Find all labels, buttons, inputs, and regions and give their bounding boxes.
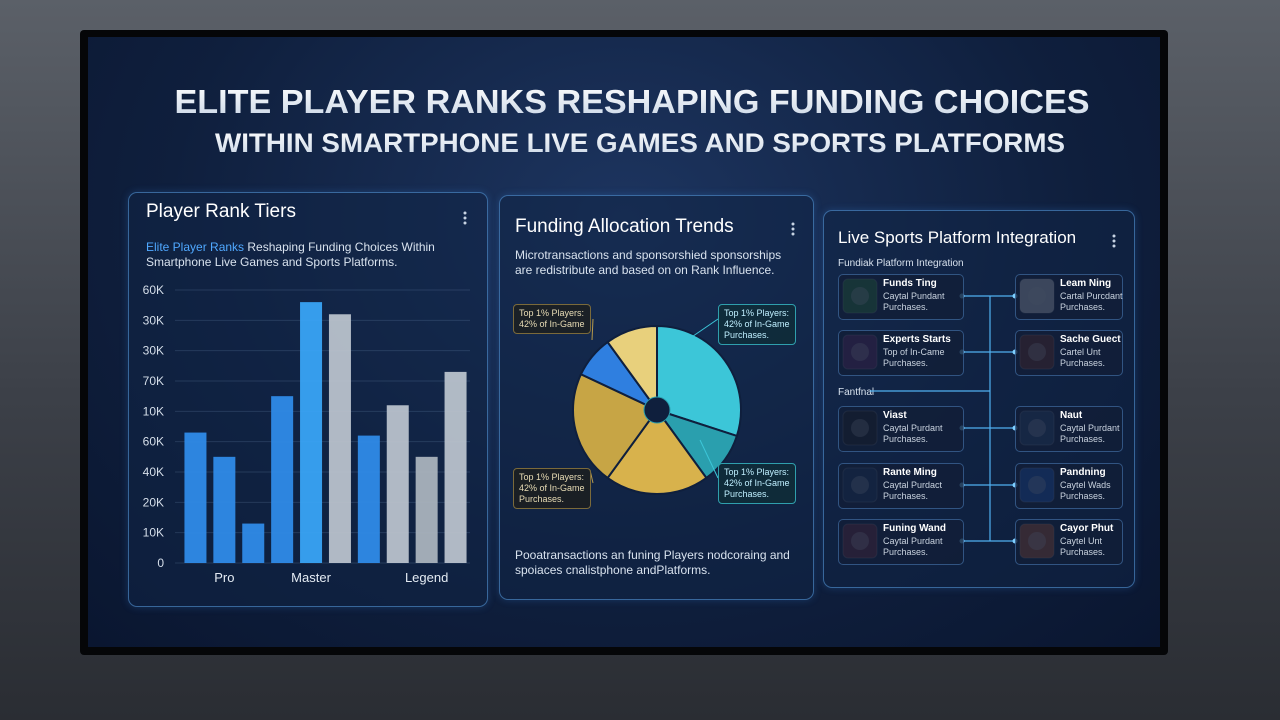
bar [444, 371, 467, 563]
bar [328, 314, 351, 563]
pie-slice [606, 408, 708, 495]
item-desc: Caytel Wads [1060, 480, 1111, 490]
item-name: Leam Ning [1060, 278, 1112, 289]
callout: Top 1% Players: 42% of In-Game Purchases. [718, 463, 796, 504]
bar [184, 432, 207, 563]
callout-line: Top 1% Players: [724, 467, 790, 477]
x-tick-label: Legend [405, 570, 448, 585]
panel-subtitle: Elite Player Ranks Reshaping Funding Cho… [146, 240, 466, 270]
y-tick-label: 60K [143, 435, 164, 449]
item-desc: Purchases. [1060, 302, 1106, 312]
menu-icons [463, 211, 1116, 248]
callout-line: Purchases. [724, 330, 770, 340]
item-desc: Purchases. [1060, 547, 1106, 557]
item-desc: Purchases. [883, 358, 929, 368]
x-tick-label: Pro [214, 570, 234, 585]
panel-footer: Pooatransactions an funing Players nodco… [515, 548, 790, 577]
item-name: Pandning [1060, 467, 1106, 478]
item-name: Funing Wand [883, 523, 946, 534]
item-desc: Top of In-Came [883, 347, 945, 357]
title-line: ELITE PLAYER RANKS RESHAPING FUNDING CHO… [175, 83, 1090, 120]
item-desc: Caytal Purdant [1060, 423, 1120, 433]
callout: Top 1% Players: 42% of In-Game [513, 304, 591, 334]
highlight: Elite Player Ranks [146, 240, 245, 254]
subtitle-text: Reshaping Funding Choices Within Smartph… [146, 240, 435, 269]
item-desc: Cartel Unt [1060, 347, 1101, 357]
callout: Top 1% Players: 42% of In-Game Purchases. [718, 304, 796, 345]
item-card [1015, 463, 1123, 509]
item-card [1015, 406, 1123, 452]
item-desc: Caytal Purdact [883, 480, 943, 490]
callout-line: Top 1% Players: [519, 472, 585, 482]
item-card [838, 406, 964, 452]
item-name: Rante Ming [883, 467, 937, 478]
y-tick-label: 20K [143, 495, 164, 509]
item-card [838, 463, 964, 509]
pie-hole [643, 396, 671, 424]
panel-title: Player Rank Tiers [146, 201, 296, 222]
item-name: Viast [883, 410, 907, 421]
pie-slice [606, 324, 658, 414]
callout-line: Purchases. [724, 489, 770, 499]
pie-slice [656, 324, 742, 438]
callout-line: 42% of In-Game [724, 319, 790, 329]
callout-line: 42% of In-Game [724, 478, 790, 488]
bar [271, 396, 294, 563]
y-tick-label: 30K [143, 344, 164, 358]
bar [300, 302, 323, 563]
y-tick-label: 40K [143, 465, 164, 479]
callout-line: Top 1% Players: [519, 308, 585, 318]
bar [415, 456, 438, 563]
leader-line [591, 318, 594, 341]
y-tick-label: 70K [143, 374, 164, 388]
item-desc: Purchases. [1060, 434, 1106, 444]
item-desc: Purchases. [1060, 491, 1106, 501]
item-card [838, 519, 964, 565]
panel-title: Funding Allocation Trends [515, 216, 734, 237]
item-name: Naut [1060, 410, 1083, 421]
item-card [838, 330, 964, 376]
item-desc: Caytal Pundant [883, 291, 945, 301]
item-name: Cayor Phut [1060, 523, 1114, 534]
y-tick-label: 10K [143, 404, 164, 418]
panel-description: Microtransactions and sponsorshied spons… [515, 248, 782, 277]
callout-line: 42% of In-Game [519, 483, 585, 493]
y-tick-label: 0 [157, 556, 164, 570]
title-line: WITHIN SMARTPHONE LIVE GAMES AND SPORTS … [215, 128, 1065, 158]
leader-line [699, 439, 719, 479]
x-tick-label: Master [291, 570, 331, 585]
item-name: Funds Ting [883, 278, 937, 289]
item-desc: Caytal Purdant [883, 536, 943, 546]
callout-line: Top 1% Players: [724, 308, 790, 318]
item-card [1015, 519, 1123, 565]
bar [386, 405, 409, 563]
item-desc: Caytel Unt [1060, 536, 1103, 546]
panel-subtitle: Fundiak Platform Integration [838, 258, 964, 269]
item-desc: Cartal Purcdant [1060, 291, 1123, 301]
item-desc: Purchases. [883, 302, 929, 312]
y-tick-label: 10K [143, 526, 164, 540]
side-label: Fantfnal [838, 387, 875, 398]
item-name: Experts Starts [883, 334, 951, 345]
callout-line: 42% of In-Game [519, 319, 585, 329]
item-desc: Purchases. [883, 491, 929, 501]
y-tick-label: 60K [143, 283, 164, 297]
item-card [838, 274, 964, 320]
leader-line [679, 318, 719, 346]
callout-line: Purchases. [519, 494, 565, 504]
item-desc: Caytal Purdant [883, 423, 943, 433]
item-desc: Purchases. [883, 434, 929, 444]
item-card [1015, 274, 1123, 320]
item-name: Sache Guect [1060, 334, 1121, 345]
item-card [1015, 330, 1123, 376]
item-desc: Purchases. [883, 547, 929, 557]
panel-title: Live Sports Platform Integration [838, 228, 1077, 247]
bar [213, 456, 236, 563]
bar [242, 523, 265, 563]
item-desc: Purchases. [1060, 358, 1106, 368]
callout: Top 1% Players: 42% of In-Game Purchases. [513, 468, 591, 509]
bar [357, 435, 380, 563]
y-tick-label: 30K [143, 313, 164, 327]
